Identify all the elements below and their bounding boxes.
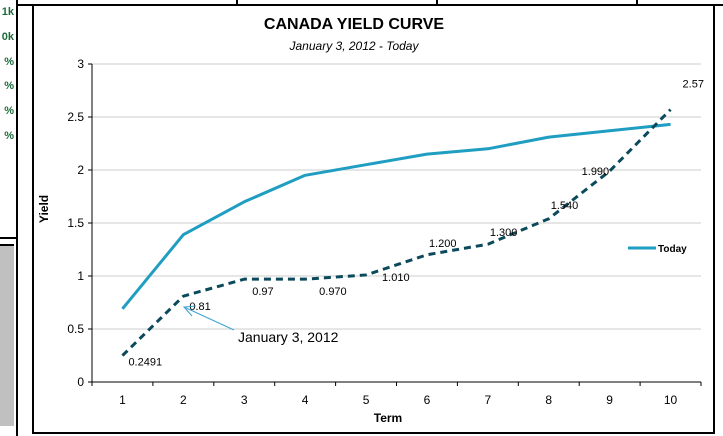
x-tick-label: 1 [119,393,126,407]
y-tick-label: 0.5 [67,322,84,336]
left-value-2: 0k [1,31,14,43]
y-tick-label: 1.5 [67,216,84,230]
left-value-6: % [4,130,14,142]
cell-separator [636,0,638,6]
top-cell-strip [18,0,723,6]
data-label: 1.540 [551,200,579,212]
data-label: 2.57 [683,79,704,91]
legend-label-today: Today [658,244,687,255]
left-value-3: % [4,56,14,68]
left-divider [0,237,16,239]
data-label: 1.200 [429,238,457,250]
x-tick-label: 9 [606,393,613,407]
x-axis-label: Term [374,411,402,425]
y-tick-label: 2 [77,163,84,177]
series-group [121,108,672,357]
data-label: 1.990 [582,166,610,178]
chart-title: CANADA YIELD CURVE [264,16,445,33]
cell-separator [436,0,438,6]
cell-separator [236,0,238,6]
data-label: 0.2491 [128,357,162,369]
annotation-group: January 3, 2012 [182,305,339,345]
y-tick-label: 1 [77,269,84,283]
data-label: 1.010 [382,272,410,284]
series-line-jan-2012 [121,108,672,357]
series-line-today [121,122,671,310]
x-tick-label: 5 [363,393,370,407]
left-value-4: % [4,80,14,92]
left-gray-panel [0,244,14,426]
chart-subtitle: January 3, 2012 - Today [289,39,420,53]
yield-curve-chart: CANADA YIELD CURVE January 3, 2012 - Tod… [37,16,704,425]
left-value-1: 1k [1,6,14,18]
x-tick-label: 7 [485,393,492,407]
annotation-arrowhead [182,305,197,317]
data-label: 0.81 [189,301,210,313]
data-label: 0.97 [252,286,273,298]
y-tick-label: 2.5 [67,110,84,124]
annotation-text: January 3, 2012 [238,329,339,345]
x-tick-label: 10 [664,393,678,407]
axes [88,63,702,386]
data-label: 0.970 [319,286,347,298]
y-axis-label: Yield [37,195,51,223]
legend: Today [628,244,687,255]
x-tick-label: 4 [302,393,309,407]
x-tick-label: 3 [241,393,248,407]
left-value-5: % [4,105,14,117]
x-tick-label: 8 [545,393,552,407]
y-tick-label: 0 [77,375,84,389]
x-tick-labels: 1 2 3 4 5 6 7 8 9 10 [119,393,677,407]
y-tick-labels: 0 0.5 1 1.5 2 2.5 3 [67,57,84,389]
annotation-arrow [183,306,235,331]
data-label: 1.300 [490,227,518,239]
x-tick-label: 6 [424,393,431,407]
grid-lines [92,63,701,330]
y-tick-label: 3 [77,57,84,71]
x-tick-label: 2 [180,393,187,407]
chart-frame: CANADA YIELD CURVE January 3, 2012 - Tod… [32,4,715,434]
data-labels: 0.2491 0.81 0.97 0.970 1.010 1.200 1.300 1.540 1… [128,79,704,369]
